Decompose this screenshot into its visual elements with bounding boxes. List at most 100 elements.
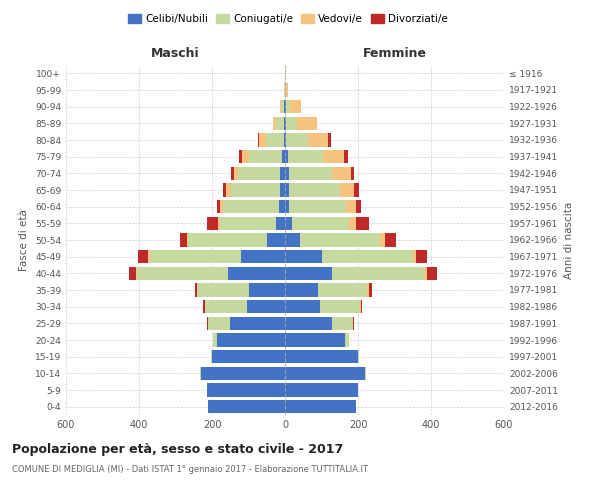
Bar xyxy=(285,216,292,230)
Bar xyxy=(286,134,308,146)
Bar xyxy=(150,250,241,264)
Bar xyxy=(136,266,137,280)
Bar xyxy=(285,300,320,314)
Bar xyxy=(284,84,285,96)
Bar xyxy=(286,116,296,130)
Y-axis label: Anni di nascita: Anni di nascita xyxy=(563,202,574,278)
Bar xyxy=(137,266,229,280)
Bar xyxy=(353,316,354,330)
Bar xyxy=(285,66,286,80)
Bar xyxy=(285,150,288,164)
Bar xyxy=(350,166,355,180)
Bar xyxy=(286,84,288,96)
Bar xyxy=(427,266,437,280)
Bar xyxy=(279,200,285,213)
Bar xyxy=(208,400,285,413)
Bar xyxy=(285,250,322,264)
Bar xyxy=(248,284,285,296)
Bar xyxy=(188,234,267,246)
Bar xyxy=(180,234,187,246)
Bar xyxy=(242,150,249,164)
Bar xyxy=(289,166,332,180)
Bar xyxy=(137,250,148,264)
Bar xyxy=(349,216,356,230)
Bar xyxy=(211,350,212,364)
Bar xyxy=(413,250,416,264)
Bar xyxy=(332,316,353,330)
Bar xyxy=(356,200,361,213)
Bar xyxy=(234,166,238,180)
Bar xyxy=(220,200,223,213)
Bar xyxy=(320,300,360,314)
Bar xyxy=(238,166,280,180)
Bar xyxy=(276,116,284,130)
Bar xyxy=(249,150,282,164)
Bar xyxy=(205,300,247,314)
Bar xyxy=(285,266,332,280)
Bar xyxy=(346,200,356,213)
Bar xyxy=(259,134,266,146)
Bar xyxy=(318,284,367,296)
Bar xyxy=(207,216,218,230)
Bar xyxy=(285,200,289,213)
Bar xyxy=(217,200,220,213)
Bar xyxy=(276,216,285,230)
Bar xyxy=(355,184,359,196)
Bar xyxy=(385,234,396,246)
Bar xyxy=(285,134,286,146)
Bar xyxy=(332,266,424,280)
Bar xyxy=(223,184,226,196)
Bar xyxy=(285,316,332,330)
Bar xyxy=(206,384,285,396)
Legend: Celibi/Nubili, Coniugati/e, Vedovi/e, Divorziati/e: Celibi/Nubili, Coniugati/e, Vedovi/e, Di… xyxy=(124,10,452,29)
Bar xyxy=(285,400,356,413)
Text: COMUNE DI MEDIGLIA (MI) - Dati ISTAT 1° gennaio 2017 - Elaborazione TUTTITALIA.I: COMUNE DI MEDIGLIA (MI) - Dati ISTAT 1° … xyxy=(12,466,368,474)
Text: Maschi: Maschi xyxy=(151,47,200,60)
Bar xyxy=(241,250,285,264)
Bar xyxy=(218,216,220,230)
Bar xyxy=(217,334,285,346)
Bar xyxy=(280,166,285,180)
Bar xyxy=(292,216,349,230)
Bar xyxy=(344,150,348,164)
Bar xyxy=(267,234,285,246)
Bar xyxy=(288,150,323,164)
Bar xyxy=(195,284,197,296)
Bar xyxy=(289,200,346,213)
Bar xyxy=(229,266,285,280)
Bar xyxy=(368,284,371,296)
Bar xyxy=(187,234,188,246)
Bar xyxy=(201,366,285,380)
Bar xyxy=(212,350,285,364)
Bar xyxy=(223,200,279,213)
Bar xyxy=(280,184,285,196)
Bar xyxy=(220,216,276,230)
Bar xyxy=(226,184,230,196)
Bar xyxy=(289,184,340,196)
Bar xyxy=(280,100,281,114)
Bar xyxy=(296,116,317,130)
Bar xyxy=(213,334,217,346)
Bar xyxy=(285,234,299,246)
Bar xyxy=(207,316,208,330)
Bar xyxy=(323,150,344,164)
Bar xyxy=(281,100,284,114)
Bar xyxy=(200,366,201,380)
Bar xyxy=(285,384,358,396)
Bar xyxy=(285,366,365,380)
Bar xyxy=(424,266,427,280)
Bar xyxy=(203,300,205,314)
Bar xyxy=(258,134,259,146)
Bar xyxy=(308,134,328,146)
Bar xyxy=(266,134,284,146)
Bar xyxy=(358,350,359,364)
Bar xyxy=(322,250,413,264)
Bar xyxy=(360,300,361,314)
Bar xyxy=(284,116,285,130)
Bar xyxy=(332,166,350,180)
Bar xyxy=(328,134,331,146)
Bar xyxy=(285,284,318,296)
Bar xyxy=(290,100,301,114)
Bar xyxy=(239,150,242,164)
Y-axis label: Fasce di età: Fasce di età xyxy=(19,209,29,271)
